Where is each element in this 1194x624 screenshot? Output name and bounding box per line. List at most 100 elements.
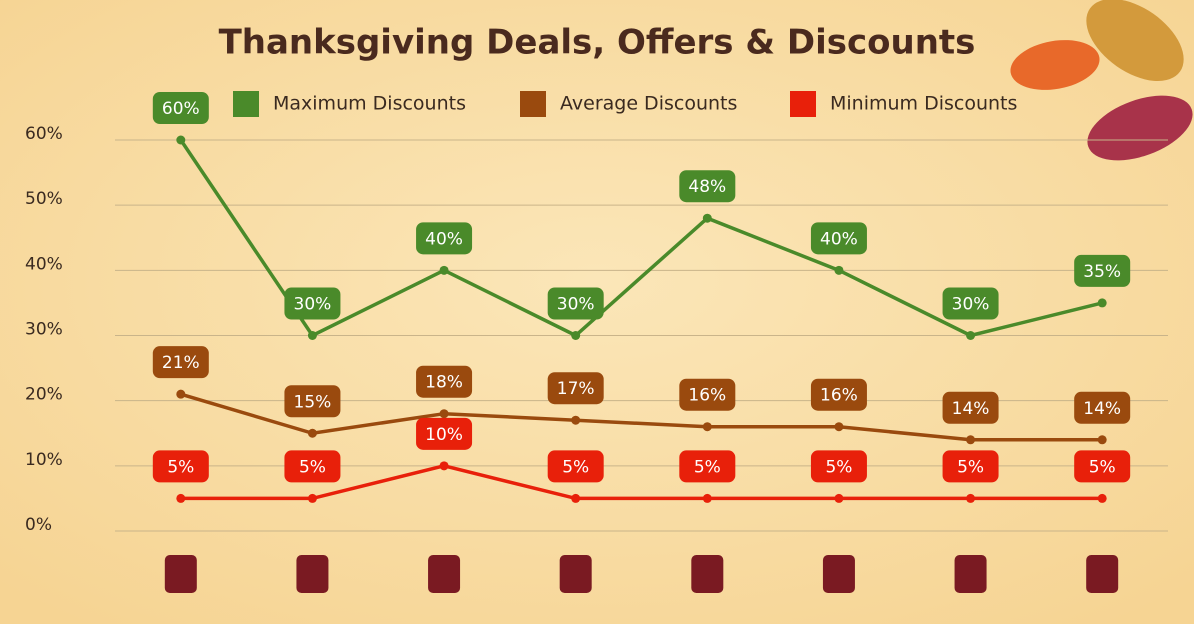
data-point [439,409,449,419]
data-point [307,428,317,438]
category-icon [954,555,987,593]
legend-label: Minimum Discounts [830,93,1017,115]
data-point [176,135,186,145]
data-label-box [284,385,341,418]
data-label-box [810,378,867,411]
legend-swatch [790,91,816,117]
data-label-box [942,450,999,483]
data-label: 5% [825,457,852,477]
data-point [307,493,317,503]
data-label: 60% [162,99,200,119]
data-point [1097,493,1107,503]
data-point [966,493,976,503]
y-tick-label: 0% [25,515,52,535]
data-point [966,331,976,340]
data-label-box [679,378,736,411]
data-point [1097,435,1107,445]
data-label-box [284,450,341,483]
y-tick-label: 20% [25,385,63,405]
data-label-box [547,287,604,320]
data-point [702,493,712,503]
data-label: 5% [694,457,721,477]
leaves [1010,0,1193,161]
data-point [834,422,844,432]
legend-label: Maximum Discounts [273,93,466,115]
data-label: 5% [167,457,194,477]
data-point [307,331,317,340]
series-line [179,139,1103,338]
data-point [571,493,581,503]
category-icon [428,555,461,593]
category-icon [1086,555,1119,593]
data-label: 5% [1089,457,1116,477]
data-point [571,331,581,340]
data-label-box [416,222,473,255]
category-icon [559,555,592,593]
data-label: 14% [952,399,990,419]
data-point [439,265,449,275]
data-label: 18% [425,373,463,393]
category-icon [164,555,197,593]
legend-swatch [520,91,546,117]
data-label-box [284,287,341,320]
y-tick-label: 40% [25,254,63,274]
data-label-box [152,450,209,483]
data-label-box [416,417,473,450]
data-label: 30% [557,295,595,315]
data-label: 14% [1083,399,1121,419]
data-point [176,493,186,503]
data-label: 15% [294,392,332,412]
data-label: 30% [294,295,332,315]
y-tick-label: 60% [25,124,63,144]
data-label-box [942,391,999,424]
data-point [834,265,844,275]
data-label: 5% [957,457,984,477]
data-label: 35% [1083,262,1121,282]
legend-label: Average Discounts [560,93,737,115]
data-point [702,422,712,432]
data-point [176,389,186,399]
data-point [571,415,581,425]
data-point [702,213,712,223]
data-label: 5% [562,457,589,477]
data-label-box [547,372,604,405]
data-label-box [152,92,209,124]
data-label: 40% [820,229,858,249]
data-label-box [152,346,209,379]
data-label: 16% [688,386,726,406]
data-label-box [679,170,736,203]
series-line [180,392,1103,442]
data-label-box [942,287,999,320]
y-tick-label: 50% [25,189,63,209]
data-point [966,435,976,445]
chart-title: Thanksgiving Deals, Offers & Discounts [219,23,976,63]
data-label: 5% [299,457,326,477]
data-label: 30% [952,295,990,315]
data-label-box [1074,254,1131,287]
data-point [439,461,449,471]
data-point [834,493,844,503]
data-label-box [679,450,736,483]
data-point [1097,298,1107,308]
data-label-box [416,365,473,398]
data-label: 40% [425,229,463,249]
data-label-box [1074,450,1131,483]
data-label: 48% [688,177,726,197]
data-label-box [547,450,604,483]
data-label-box [810,222,867,255]
legend-swatch [233,91,259,117]
category-icon [691,555,724,593]
data-label: 16% [820,386,858,406]
series-line [180,464,1103,501]
y-tick-label: 10% [25,450,63,470]
data-label-box [810,450,867,483]
category-icon [822,555,855,593]
data-label-box [1074,391,1131,424]
category-icon [296,555,329,593]
y-tick-label: 30% [25,320,63,340]
data-label: 21% [162,353,200,373]
data-label: 10% [425,425,463,445]
data-label: 17% [557,379,595,399]
